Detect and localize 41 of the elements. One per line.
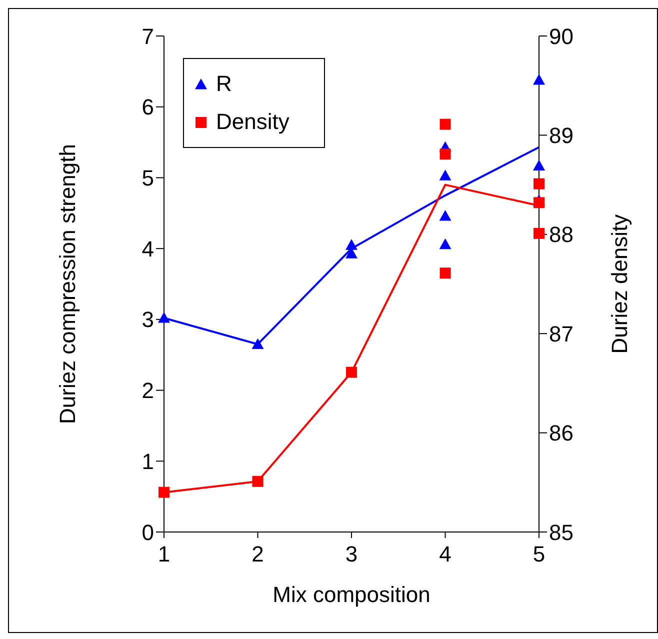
y2-tick-label: 87: [549, 321, 574, 346]
y2-tick-label: 90: [549, 24, 574, 49]
y-tick-label: 0: [142, 520, 154, 545]
x-axis-title: Mix composition: [272, 582, 430, 607]
y-tick-label: 5: [142, 166, 154, 191]
y-tick-label: 3: [142, 307, 154, 332]
y-tick-label: 7: [142, 24, 154, 49]
point: [439, 238, 452, 250]
y2-tick-label: 86: [549, 420, 574, 446]
point: [439, 210, 452, 221]
point: [439, 170, 452, 180]
y2-axis-title: Duriez density: [606, 214, 632, 354]
point: [533, 74, 545, 85]
y-tick-label: 4: [142, 236, 154, 262]
y-axis-title: Duriez compression strength: [54, 144, 80, 424]
point: [440, 268, 451, 279]
y2-tick-label: 85: [549, 520, 574, 545]
point: [440, 148, 451, 160]
x-tick-label: 5: [532, 542, 546, 567]
point: [252, 338, 264, 350]
y-tick-label: 2: [142, 378, 154, 404]
point: [534, 178, 544, 190]
x-tick-label: 4: [439, 542, 452, 567]
point: [158, 486, 170, 498]
point: [440, 118, 451, 130]
legend-label: Density: [216, 108, 290, 136]
y2-tick-label: 89: [549, 123, 574, 148]
y2-tick-label: 88: [549, 222, 574, 248]
x-tick-label: 1: [158, 542, 170, 567]
point: [534, 197, 544, 208]
point: [346, 366, 357, 378]
x-tick-label: 3: [345, 542, 358, 567]
y-tick-label: 6: [142, 94, 154, 120]
point: [533, 160, 545, 170]
x-tick-label: 2: [252, 542, 264, 567]
point: [252, 476, 264, 487]
point: [534, 228, 544, 239]
y-tick-label: 1: [142, 448, 154, 474]
point: [158, 312, 170, 323]
point: [346, 239, 358, 250]
legend-label: R: [216, 70, 232, 98]
